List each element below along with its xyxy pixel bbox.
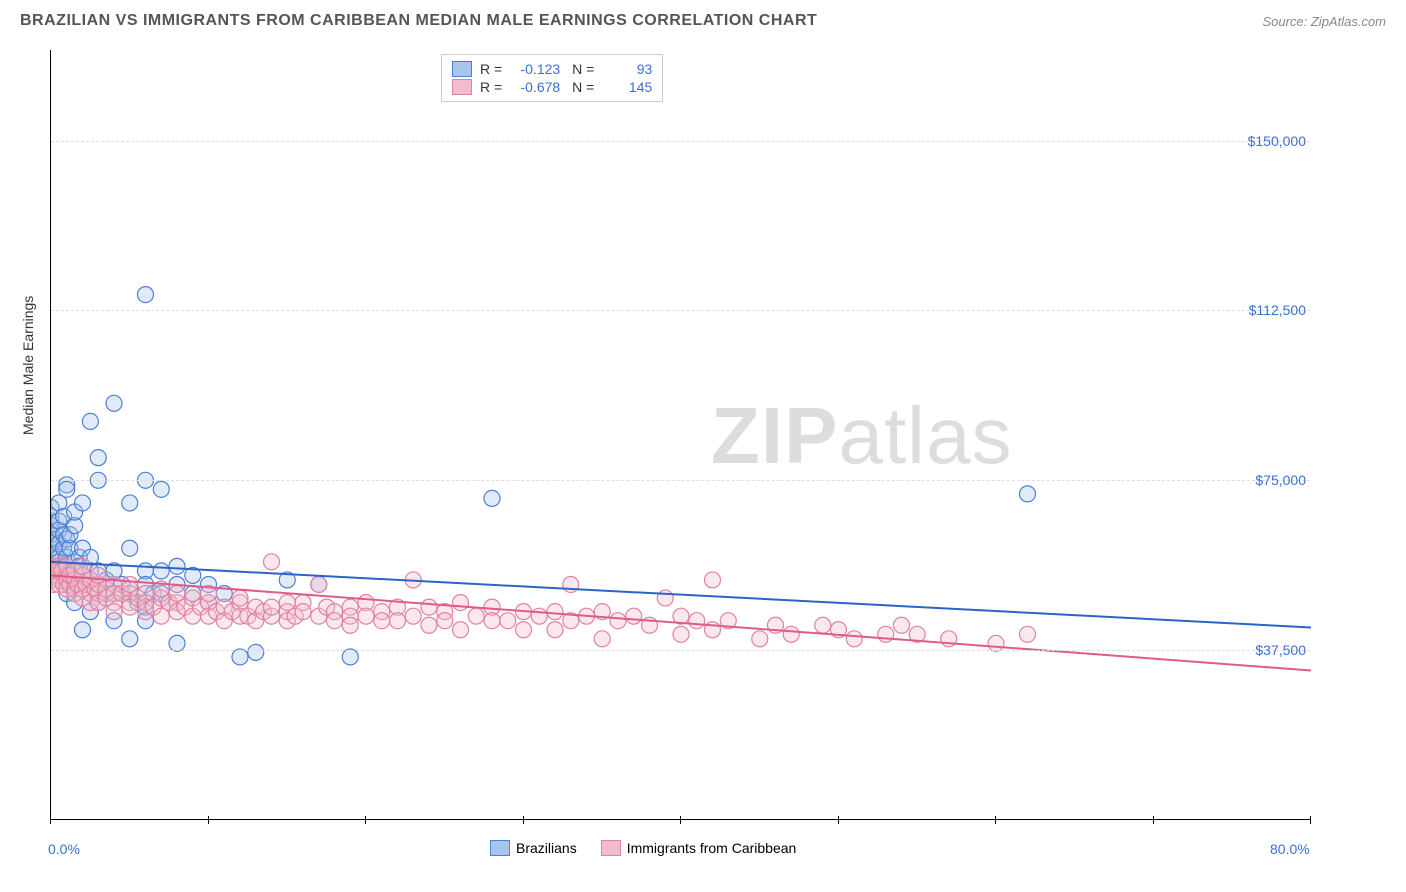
x-tick [523, 816, 524, 824]
data-point-caribbean [264, 599, 280, 615]
y-axis-label: Median Male Earnings [20, 296, 36, 435]
gridline [51, 480, 1310, 481]
data-point-caribbean [342, 617, 358, 633]
x-tick-label-start: 0.0% [48, 841, 80, 857]
data-point-caribbean [547, 604, 563, 620]
data-point-caribbean [752, 631, 768, 647]
y-tick-label: $150,000 [1248, 133, 1306, 149]
data-point-brazilians [342, 649, 358, 665]
x-tick [680, 816, 681, 824]
data-point-brazilians [75, 495, 91, 511]
plot-area: ZIPatlas R =-0.123 N =93 R =-0.678 N =14… [50, 50, 1310, 820]
data-point-caribbean [846, 631, 862, 647]
data-point-brazilians [59, 481, 75, 497]
gridline [51, 141, 1310, 142]
data-point-caribbean [374, 613, 390, 629]
data-point-caribbean [311, 576, 327, 592]
data-point-caribbean [988, 635, 1004, 651]
legend-stats-row-pink: R =-0.678 N =145 [452, 79, 652, 95]
data-point-caribbean [547, 622, 563, 638]
x-tick [1153, 816, 1154, 824]
scatter-svg [51, 50, 1311, 820]
gridline [51, 310, 1310, 311]
data-point-caribbean [484, 613, 500, 629]
data-point-brazilians [90, 450, 106, 466]
y-tick-label: $37,500 [1255, 642, 1306, 658]
data-point-caribbean [894, 617, 910, 633]
data-point-caribbean [626, 608, 642, 624]
legend-stats: R =-0.123 N =93 R =-0.678 N =145 [441, 54, 663, 102]
swatch-pink [452, 79, 472, 95]
data-point-brazilians [138, 287, 154, 303]
legend-label-blue: Brazilians [516, 840, 577, 856]
data-point-caribbean [610, 613, 626, 629]
source-label: Source: ZipAtlas.com [1262, 14, 1386, 29]
y-tick-label: $75,000 [1255, 472, 1306, 488]
data-point-caribbean [453, 595, 469, 611]
x-tick [208, 816, 209, 824]
data-point-caribbean [657, 590, 673, 606]
legend-item-pink: Immigrants from Caribbean [601, 840, 797, 856]
x-tick [1310, 816, 1311, 824]
data-point-brazilians [232, 649, 248, 665]
swatch-blue [490, 840, 510, 856]
data-point-brazilians [169, 558, 185, 574]
swatch-blue [452, 61, 472, 77]
data-point-caribbean [500, 613, 516, 629]
data-point-caribbean [327, 613, 343, 629]
data-point-caribbean [705, 572, 721, 588]
data-point-caribbean [673, 626, 689, 642]
data-point-caribbean [783, 626, 799, 642]
data-point-caribbean [421, 599, 437, 615]
y-tick-label: $112,500 [1249, 302, 1306, 318]
data-point-brazilians [82, 413, 98, 429]
data-point-caribbean [594, 631, 610, 647]
data-point-brazilians [484, 490, 500, 506]
data-point-brazilians [248, 644, 264, 660]
data-point-caribbean [437, 613, 453, 629]
data-point-caribbean [516, 622, 532, 638]
data-point-caribbean [421, 617, 437, 633]
data-point-caribbean [878, 626, 894, 642]
data-point-caribbean [815, 617, 831, 633]
data-point-brazilians [1020, 486, 1036, 502]
data-point-brazilians [153, 563, 169, 579]
data-point-brazilians [122, 631, 138, 647]
data-point-brazilians [106, 395, 122, 411]
data-point-caribbean [264, 554, 280, 570]
data-point-brazilians [75, 622, 91, 638]
x-tick-label-end: 80.0% [1270, 841, 1310, 857]
data-point-caribbean [358, 608, 374, 624]
data-point-caribbean [390, 613, 406, 629]
data-point-caribbean [295, 604, 311, 620]
data-point-brazilians [122, 495, 138, 511]
x-tick [838, 816, 839, 824]
legend-item-blue: Brazilians [490, 840, 577, 856]
data-point-caribbean [232, 590, 248, 606]
data-point-caribbean [1020, 626, 1036, 642]
data-point-brazilians [153, 481, 169, 497]
legend-label-pink: Immigrants from Caribbean [627, 840, 797, 856]
data-point-caribbean [689, 613, 705, 629]
swatch-pink [601, 840, 621, 856]
gridline [51, 650, 1310, 651]
legend-stats-row-blue: R =-0.123 N =93 [452, 61, 652, 77]
legend-series: Brazilians Immigrants from Caribbean [490, 840, 796, 856]
data-point-caribbean [453, 622, 469, 638]
data-point-caribbean [468, 608, 484, 624]
data-point-caribbean [405, 608, 421, 624]
x-tick [50, 816, 51, 824]
data-point-brazilians [169, 635, 185, 651]
x-tick [365, 816, 366, 824]
chart-title: BRAZILIAN VS IMMIGRANTS FROM CARIBBEAN M… [20, 12, 817, 30]
data-point-brazilians [122, 540, 138, 556]
data-point-caribbean [106, 604, 122, 620]
data-point-caribbean [531, 608, 547, 624]
x-tick [995, 816, 996, 824]
